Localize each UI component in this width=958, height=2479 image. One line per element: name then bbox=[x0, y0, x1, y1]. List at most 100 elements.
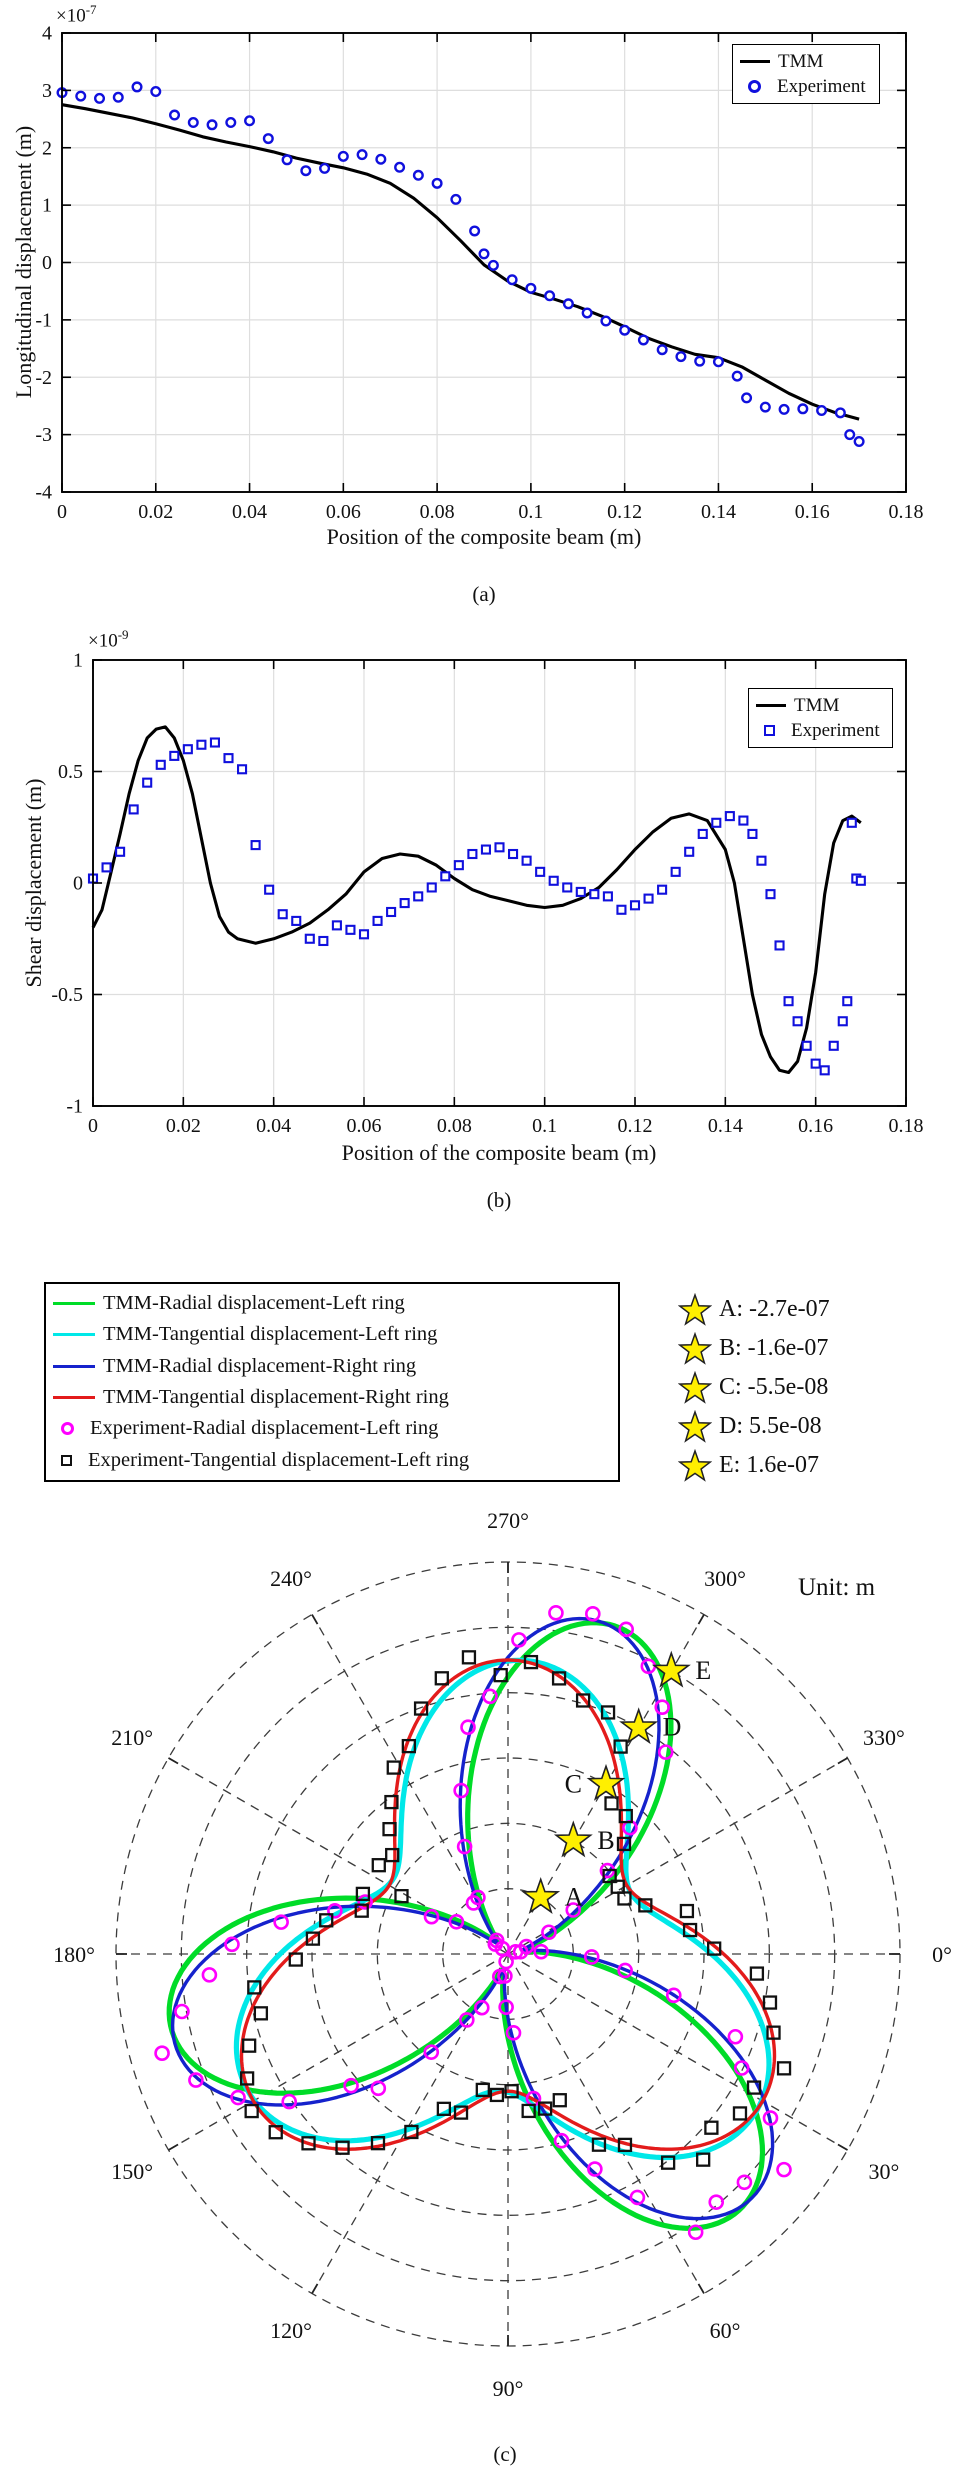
legend-label: TMM-Radial displacement-Right ring bbox=[103, 1354, 417, 1377]
experiment-radial-point bbox=[498, 1999, 514, 2015]
polar-angle-label: 120° bbox=[270, 2318, 312, 2343]
xtick-label-a: 0.06 bbox=[326, 501, 361, 523]
experiment-point-a bbox=[487, 259, 499, 271]
star-list-item-E: E: 1.6e-07 bbox=[678, 1446, 830, 1485]
experiment-point-a bbox=[150, 86, 162, 98]
experiment-radial-point bbox=[733, 2060, 750, 2076]
star-marker-E bbox=[651, 1650, 691, 1688]
ytick-label-b: 1 bbox=[73, 650, 83, 672]
experiment-radial-point bbox=[497, 1968, 513, 1984]
xtick-label-a: 0.02 bbox=[138, 501, 173, 523]
experiment-tangential-point bbox=[749, 1966, 765, 1981]
experiment-point-a bbox=[375, 153, 387, 165]
experiment-radial-point bbox=[492, 1968, 508, 1985]
xtick-label-a: 0 bbox=[57, 501, 67, 523]
experiment-point-b bbox=[810, 1058, 821, 1069]
polar-tick bbox=[837, 2143, 848, 2151]
caption-b: (b) bbox=[486, 1188, 512, 1212]
xtick-label-a: 0.04 bbox=[232, 501, 267, 523]
experiment-radial-point bbox=[507, 1944, 524, 1960]
experiment-radial-point bbox=[618, 1621, 634, 1638]
experiment-radial-point bbox=[423, 2044, 440, 2060]
experiment-point-b bbox=[264, 884, 275, 895]
experiment-point-a bbox=[694, 355, 706, 367]
experiment-radial-point bbox=[459, 2012, 475, 2028]
experiment-point-b bbox=[521, 855, 532, 866]
experiment-tangential-point bbox=[242, 2038, 257, 2053]
experiment-radial-point bbox=[370, 2080, 387, 2097]
experiment-point-a bbox=[619, 324, 631, 336]
ytick-label-a: -1 bbox=[35, 309, 52, 331]
experiment-point-a bbox=[281, 154, 293, 166]
experiment-point-b bbox=[783, 996, 794, 1007]
experiment-radial-point bbox=[776, 2161, 792, 2178]
experiment-tangential-point bbox=[604, 1796, 619, 1811]
experiment-tangential-point bbox=[382, 1822, 397, 1837]
experiment-point-b bbox=[386, 906, 397, 918]
legend-item-c-0: TMM-Radial displacement-Left ring bbox=[53, 1288, 610, 1319]
experiment-tangential-point bbox=[371, 1858, 386, 1873]
polar-angle-label: 270° bbox=[487, 1508, 529, 1533]
experiment-tangential-point bbox=[305, 1931, 321, 1946]
line-swatch-icon bbox=[53, 1364, 95, 1368]
polar-tick bbox=[311, 1614, 319, 1625]
experiment-tangential-point bbox=[384, 1794, 399, 1810]
experiment-tangential-point bbox=[638, 1898, 653, 1913]
experiment-tangential-point bbox=[475, 2082, 490, 2098]
experiment-point-b bbox=[629, 900, 641, 911]
experiment-radial-point bbox=[488, 1932, 505, 1949]
caption-c: (c) bbox=[493, 2442, 517, 2466]
experiment-tangential-point bbox=[660, 2155, 676, 2170]
polar-angle-label: 240° bbox=[270, 1566, 312, 1591]
polar-angle-label: 300° bbox=[704, 1566, 746, 1591]
experiment-point-b bbox=[842, 996, 853, 1007]
experiment-point-b bbox=[426, 882, 437, 893]
experiment-radial-point bbox=[587, 2161, 603, 2177]
experiment-point-b bbox=[855, 875, 866, 886]
legend-label: TMM-Tangential displacement-Left ring bbox=[103, 1323, 438, 1346]
polar-tick bbox=[168, 2143, 179, 2151]
star-value-text: C: -5.5e-08 bbox=[719, 1374, 829, 1400]
xtick-label-b: 0.16 bbox=[798, 1115, 833, 1137]
experiment-point-b bbox=[372, 915, 383, 926]
experiment-radial-point bbox=[736, 2174, 753, 2191]
star-value-text: B: -1.6e-07 bbox=[719, 1335, 829, 1361]
experiment-point-b bbox=[345, 924, 356, 935]
experiment-point-b bbox=[440, 871, 451, 882]
experiment-point-b bbox=[453, 860, 464, 871]
line-swatch-icon bbox=[740, 60, 770, 63]
experiment-radial-point bbox=[583, 1949, 600, 1965]
xtick-label-b: 0 bbox=[88, 1115, 98, 1137]
square-swatch-icon bbox=[61, 1454, 72, 1466]
scale-exp-a: -7 bbox=[85, 2, 97, 17]
experiment-radial-point bbox=[224, 1936, 240, 1953]
experiment-point-a bbox=[816, 405, 828, 417]
star-list-item-C: C: -5.5e-08 bbox=[678, 1368, 830, 1407]
experiment-radial-point bbox=[665, 1987, 682, 2004]
experiment-point-b bbox=[304, 933, 315, 944]
experiment-radial-point bbox=[727, 2028, 744, 2045]
polar-tick bbox=[697, 1614, 705, 1625]
experiment-tangential-point bbox=[591, 2137, 607, 2152]
star-plot-label-D: D bbox=[663, 1713, 682, 1742]
experiment-tangential-point bbox=[288, 1952, 303, 1967]
experiment-tangential-point bbox=[552, 2093, 567, 2108]
experiment-radial-point bbox=[423, 1908, 440, 1925]
experiment-point-b bbox=[494, 842, 505, 853]
experiment-radial-point bbox=[174, 2003, 190, 2020]
experiment-point-b bbox=[155, 759, 166, 770]
line-swatch-icon bbox=[53, 1396, 95, 1400]
experiment-point-a bbox=[262, 133, 274, 145]
experiment-tangential-point bbox=[354, 1903, 369, 1918]
experiment-tangential-point bbox=[618, 1808, 633, 1824]
xtick-label-b: 0.1 bbox=[532, 1115, 557, 1137]
experiment-tangential-point bbox=[401, 1738, 416, 1754]
ytick-label-b: -0.5 bbox=[51, 984, 83, 1006]
experiment-tangential-point bbox=[732, 2106, 748, 2121]
experiment-radial-point bbox=[657, 1744, 674, 1760]
experiment-point-b bbox=[828, 1040, 839, 1051]
experiment-point-a bbox=[469, 225, 481, 237]
square-swatch-icon bbox=[764, 725, 775, 736]
experiment-point-a bbox=[853, 436, 865, 448]
